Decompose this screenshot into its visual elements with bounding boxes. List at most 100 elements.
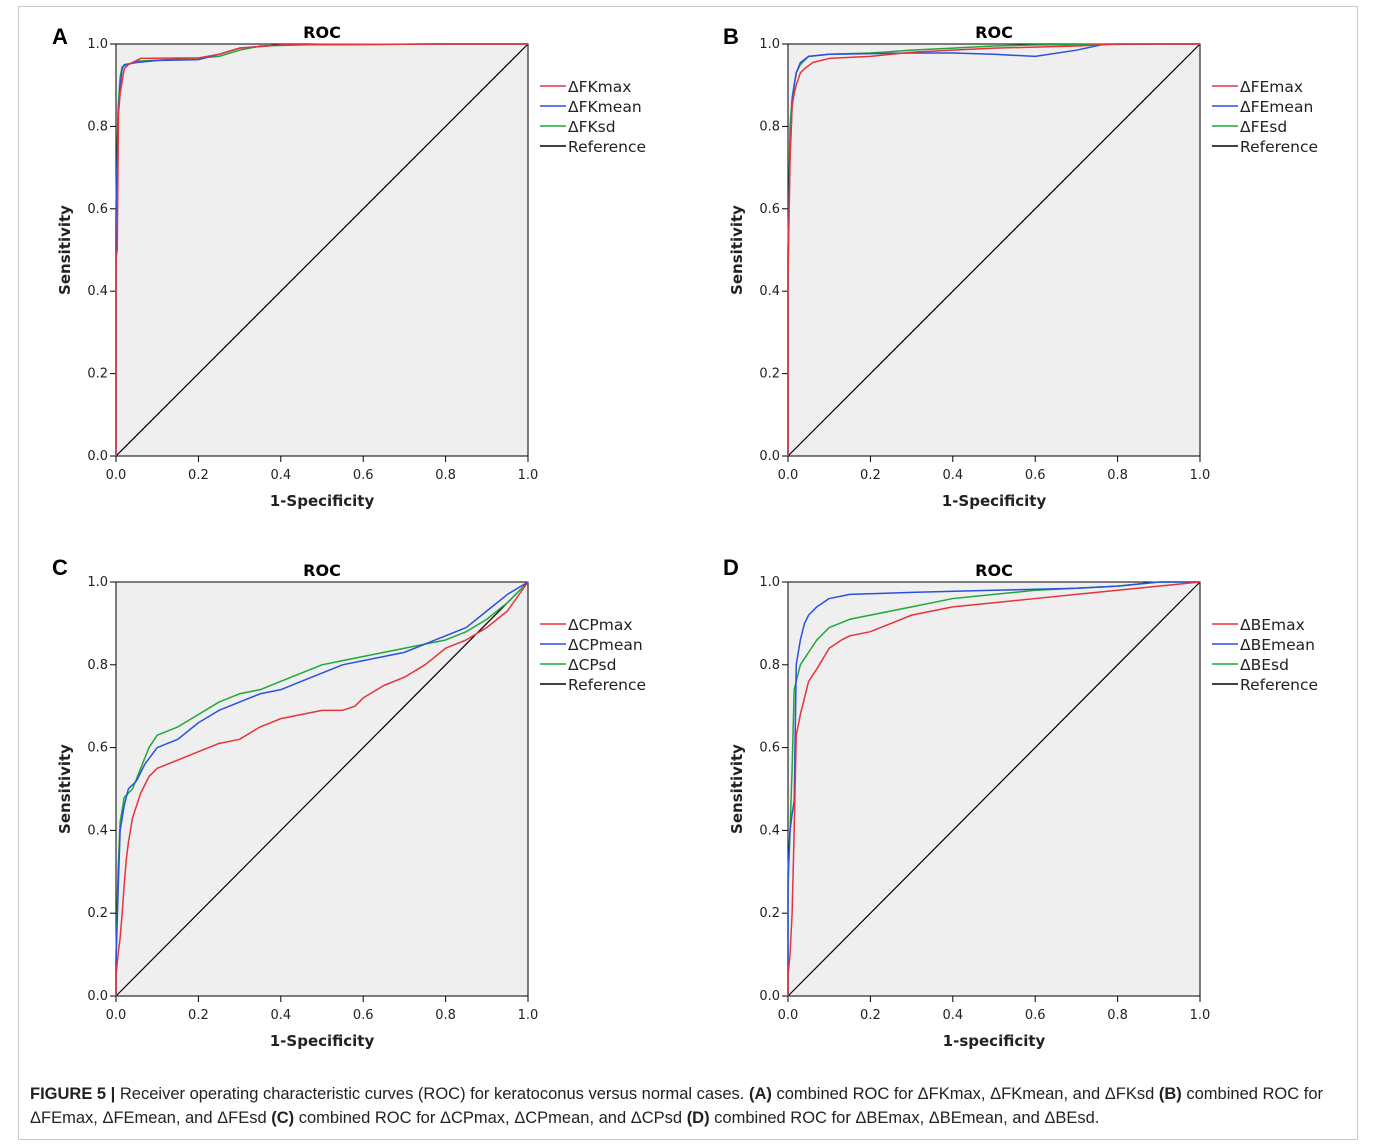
legend-entry: ΔBEmax	[1240, 616, 1305, 634]
x-axis-label: 1-Specificity	[942, 492, 1047, 510]
x-tick-label: 1.0	[1190, 1008, 1211, 1023]
x-tick-label: 0.8	[1107, 468, 1128, 483]
y-tick-label: 0.0	[759, 449, 780, 464]
y-tick-label: 0.0	[759, 989, 780, 1004]
x-tick-label: 0.8	[435, 1008, 456, 1023]
legend-entry: Reference	[1240, 676, 1318, 694]
caption-panel-ref: (D)	[686, 1109, 710, 1127]
legend-entry: ΔCPmax	[568, 616, 633, 634]
caption-text: Receiver operating characteristic curves…	[30, 1085, 1323, 1127]
x-tick-label: 0.4	[270, 1008, 291, 1023]
y-tick-label: 0.8	[759, 658, 780, 673]
y-tick-label: 0.2	[87, 906, 108, 921]
panel-letter: C	[52, 555, 68, 580]
y-tick-label: 0.8	[87, 119, 108, 134]
x-tick-label: 0.8	[1107, 1008, 1128, 1023]
y-tick-label: 1.0	[759, 575, 780, 590]
y-tick-label: 0.2	[759, 367, 780, 382]
x-tick-label: 0.2	[188, 1008, 209, 1023]
x-tick-label: 0.0	[778, 1008, 799, 1023]
y-tick-label: 0.4	[87, 284, 108, 299]
y-tick-label: 0.8	[759, 119, 780, 134]
x-tick-label: 0.6	[353, 468, 374, 483]
y-tick-label: 0.0	[87, 449, 108, 464]
caption-segment: combined ROC for ΔCPmax, ΔCPmean, and ΔC…	[294, 1109, 687, 1127]
series-line-series-1	[115, 581, 529, 996]
y-tick-label: 0.2	[87, 367, 108, 382]
y-tick-label: 0.4	[759, 823, 780, 838]
x-tick-label: 0.0	[106, 468, 127, 483]
legend-entry: Reference	[1240, 138, 1318, 156]
legend-entry: ΔBEsd	[1240, 656, 1289, 674]
series-line-reference	[115, 581, 529, 997]
x-tick-label: 0.6	[1025, 468, 1046, 483]
y-tick-label: 0.6	[87, 741, 108, 756]
y-tick-label: 0.6	[87, 202, 108, 217]
legend-entry: ΔFKsd	[568, 118, 616, 136]
legend-entry: ΔFKmean	[568, 98, 642, 116]
legend-entry: ΔFEsd	[1240, 118, 1287, 136]
y-tick-label: 0.6	[759, 202, 780, 217]
caption-segment: Receiver operating characteristic curves…	[115, 1085, 749, 1103]
roc-panel-b: B ROC 0.0 0.0 0.2 0.2 0.4 0.4 0.6 0.6 0.8 0.8 1.0 1.0…	[723, 23, 1318, 510]
y-axis-label: Sensitivity	[728, 744, 746, 834]
caption-label: FIGURE 5 |	[30, 1085, 116, 1103]
x-tick-label: 0.4	[942, 1008, 963, 1023]
legend-entry: ΔFKmax	[568, 78, 631, 96]
panel-letter: A	[52, 24, 68, 49]
legend-entry: ΔBEmean	[1240, 636, 1315, 654]
x-axis-label: 1-specificity	[943, 1032, 1046, 1050]
x-tick-label: 0.0	[778, 468, 799, 483]
legend-entry: Reference	[568, 676, 646, 694]
caption-segment: combined ROC for ΔBEmax, ΔBEmean, and ΔB…	[709, 1109, 1100, 1127]
roc-figure: A ROC 0.0 0.0 0.2 0.2 0.4 0.4 0.6 0.6 0.8 0.8 1.0 1.0…	[52, 23, 1318, 1050]
x-tick-label: 0.2	[860, 1008, 881, 1023]
caption-panel-ref: (A)	[748, 1085, 772, 1103]
y-tick-label: 0.0	[87, 989, 108, 1004]
y-tick-label: 0.6	[759, 741, 780, 756]
y-tick-label: 1.0	[759, 37, 780, 52]
series-line-reference	[787, 43, 1201, 457]
legend-entry: ΔCPsd	[568, 656, 616, 674]
x-tick-label: 1.0	[518, 1008, 539, 1023]
roc-panel-a: A ROC 0.0 0.0 0.2 0.2 0.4 0.4 0.6 0.6 0.8 0.8 1.0 1.0…	[52, 23, 646, 510]
caption-segment: combined ROC for ΔFKmax, ΔFKmean, and ΔF…	[771, 1085, 1159, 1103]
x-tick-label: 0.4	[942, 468, 963, 483]
series-line-reference	[787, 581, 1201, 997]
x-tick-label: 1.0	[1190, 468, 1211, 483]
x-tick-label: 0.6	[1025, 1008, 1046, 1023]
panel-letter: B	[723, 24, 739, 49]
y-tick-label: 0.2	[759, 906, 780, 921]
y-tick-label: 1.0	[87, 575, 108, 590]
caption-panel-ref: (B)	[1158, 1085, 1182, 1103]
x-tick-label: 0.8	[435, 468, 456, 483]
roc-panel-d: D ROC 0.0 0.0 0.2 0.2 0.4 0.4 0.6 0.6 0.8 0.8 1.0 1.0…	[723, 555, 1318, 1050]
x-axis-label: 1-Specificity	[270, 492, 375, 510]
y-tick-label: 0.8	[87, 658, 108, 673]
legend-entry: ΔCPmean	[568, 636, 643, 654]
series-line-reference	[115, 43, 529, 457]
chart-title: ROC	[303, 561, 341, 580]
x-tick-label: 0.2	[860, 468, 881, 483]
chart-title: ROC	[975, 23, 1013, 42]
series-line-series-1	[787, 581, 1200, 996]
chart-title: ROC	[975, 561, 1013, 580]
y-axis-label: Sensitivity	[56, 205, 74, 295]
y-axis-label: Sensitivity	[56, 744, 74, 834]
series-line-series-0	[787, 581, 1201, 996]
series-line-series-0	[787, 43, 1200, 456]
x-tick-label: 0.0	[106, 1008, 127, 1023]
x-axis-label: 1-Specificity	[270, 1032, 375, 1050]
y-axis-label: Sensitivity	[728, 205, 746, 295]
x-tick-label: 0.6	[353, 1008, 374, 1023]
figure-caption: FIGURE 5 | Receiver operating characteri…	[30, 1082, 1350, 1130]
panel-letter: D	[723, 555, 739, 580]
y-tick-label: 0.4	[759, 284, 780, 299]
y-tick-label: 0.4	[87, 823, 108, 838]
x-tick-label: 1.0	[518, 468, 539, 483]
chart-title: ROC	[303, 23, 341, 42]
caption-segment: combined ROC for ΔFEmax, ΔFEmean, and ΔF…	[30, 1085, 1324, 1127]
y-tick-label: 1.0	[87, 37, 108, 52]
roc-panel-c: C ROC 0.0 0.0 0.2 0.2 0.4 0.4 0.6 0.6 0.8 0.8 1.0 1.0…	[52, 555, 646, 1050]
x-tick-label: 0.2	[188, 468, 209, 483]
